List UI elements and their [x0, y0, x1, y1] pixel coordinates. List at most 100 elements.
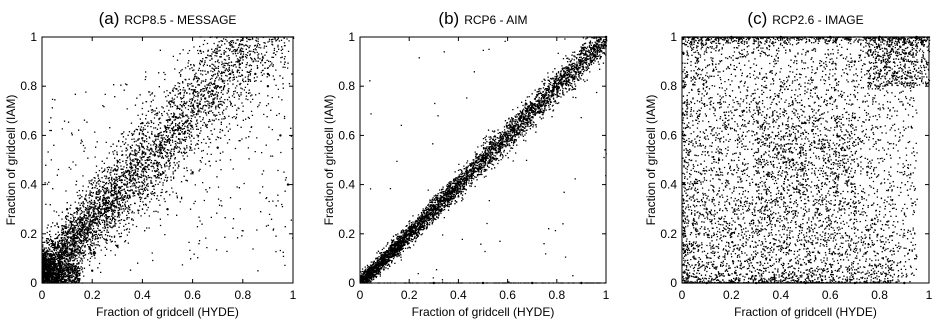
data-point	[779, 85, 782, 88]
data-point	[161, 146, 164, 149]
data-point	[286, 183, 290, 186]
x-axis-label: Fraction of gridcell (HYDE)	[734, 305, 877, 319]
data-point	[136, 173, 139, 176]
data-point	[408, 232, 411, 235]
data-point	[65, 247, 69, 250]
y-tick-label: 0.2	[660, 227, 677, 241]
point-cloud	[360, 36, 608, 284]
panel-title-name: RCP6 - AIM	[464, 13, 527, 27]
x-tick-label: 0.6	[822, 288, 839, 302]
data-point	[191, 171, 194, 174]
x-tick-label: 0.4	[450, 288, 467, 302]
x-tick-label: 0	[39, 288, 46, 302]
x-tick-label: 1	[603, 288, 610, 302]
plot-area-frame	[359, 36, 607, 284]
data-point	[531, 109, 534, 113]
plot-area-frame	[41, 36, 294, 284]
scatter-panel-1: 0 0.2 0.4 0.6 0.8 1 0 0.2 0.4 0.6 0.8 1 Fraction of …	[322, 9, 610, 319]
x-tick-label: 0.2	[723, 288, 740, 302]
data-point	[767, 134, 770, 137]
data-point	[123, 183, 127, 186]
data-point	[903, 40, 906, 44]
y-tick-label: 0.6	[20, 128, 37, 142]
x-tick-label: 0.8	[548, 288, 565, 302]
y-axis-label: Fraction of gridcell (IAM)	[322, 95, 336, 226]
y-tick-label: 0.4	[338, 178, 355, 192]
data-point	[730, 232, 733, 235]
data-point	[91, 269, 94, 272]
data-point	[186, 119, 189, 122]
data-point	[469, 168, 472, 171]
data-point	[457, 183, 460, 186]
data-point	[742, 109, 745, 113]
data-point	[580, 60, 583, 63]
y-tick-label: 0.6	[338, 128, 355, 142]
data-point	[146, 158, 149, 162]
data-point	[86, 232, 89, 235]
data-point	[45, 274, 49, 277]
y-tick-label: 1	[348, 30, 355, 44]
panel-title-name: RCP2.6 - IMAGE	[772, 13, 863, 27]
data-point	[494, 144, 497, 147]
x-tick-label: 1	[926, 288, 933, 302]
data-point	[804, 121, 807, 125]
data-point	[518, 119, 522, 122]
plot-area-frame	[681, 36, 930, 284]
y-tick-label: 0	[348, 276, 355, 290]
y-axis-label: Fraction of gridcell (IAM)	[4, 95, 18, 226]
data-point	[481, 158, 485, 162]
y-tick-label: 0.8	[660, 79, 677, 93]
y-tick-label: 1	[30, 30, 37, 44]
data-point	[693, 257, 696, 260]
data-point	[383, 254, 386, 258]
y-tick-label: 0.8	[20, 79, 37, 93]
data-point	[216, 85, 219, 88]
data-point	[378, 262, 381, 265]
y-tick-label: 0.2	[20, 227, 37, 241]
y-tick-label: 0.8	[338, 79, 355, 93]
data-point	[166, 139, 169, 142]
data-point	[111, 200, 114, 203]
x-tick-label: 0.4	[772, 288, 789, 302]
panel-title: (c) RCP2.6 - IMAGE	[747, 9, 863, 28]
data-point	[266, 72, 270, 76]
x-tick-label: 0.6	[499, 288, 516, 302]
data-point	[96, 217, 99, 221]
x-tick-label: 0.2	[401, 288, 418, 302]
data-point	[116, 244, 119, 248]
data-point	[543, 94, 546, 98]
data-point	[236, 60, 239, 63]
data-point	[866, 171, 869, 174]
x-tick-label: 1	[290, 288, 297, 302]
data-point	[141, 121, 144, 125]
x-tick-label: 0.8	[234, 288, 251, 302]
scatter-panel-0: 0 0.2 0.4 0.6 0.8 1 0 0.2 0.4 0.6 0.8 1 Fraction of …	[4, 9, 297, 319]
x-tick-label: 0.2	[84, 288, 101, 302]
x-axis-label: Fraction of gridcell (HYDE)	[96, 305, 239, 319]
y-tick-label: 0	[670, 276, 677, 290]
data-point	[221, 80, 224, 83]
data-point	[78, 232, 81, 235]
data-point	[171, 134, 174, 137]
data-point	[204, 97, 207, 100]
data-point	[363, 276, 367, 280]
data-point	[853, 60, 857, 63]
data-point	[403, 237, 406, 240]
data-point	[816, 208, 820, 211]
data-point	[279, 134, 282, 137]
y-tick-label: 0.6	[660, 128, 677, 142]
data-point	[754, 183, 758, 186]
data-point	[60, 257, 64, 260]
panel-title-name: RCP8.5 - MESSAGE	[124, 13, 236, 27]
panel-title-tag: (b)	[438, 9, 459, 28]
x-tick-label: 0.4	[134, 288, 151, 302]
data-point	[266, 85, 270, 88]
data-point	[878, 72, 881, 76]
panel-title-tag: (a)	[99, 9, 120, 28]
data-point	[254, 72, 257, 76]
data-point	[53, 262, 56, 265]
y-axis-label: Fraction of gridcell (IAM)	[644, 95, 658, 226]
data-point	[91, 220, 94, 223]
